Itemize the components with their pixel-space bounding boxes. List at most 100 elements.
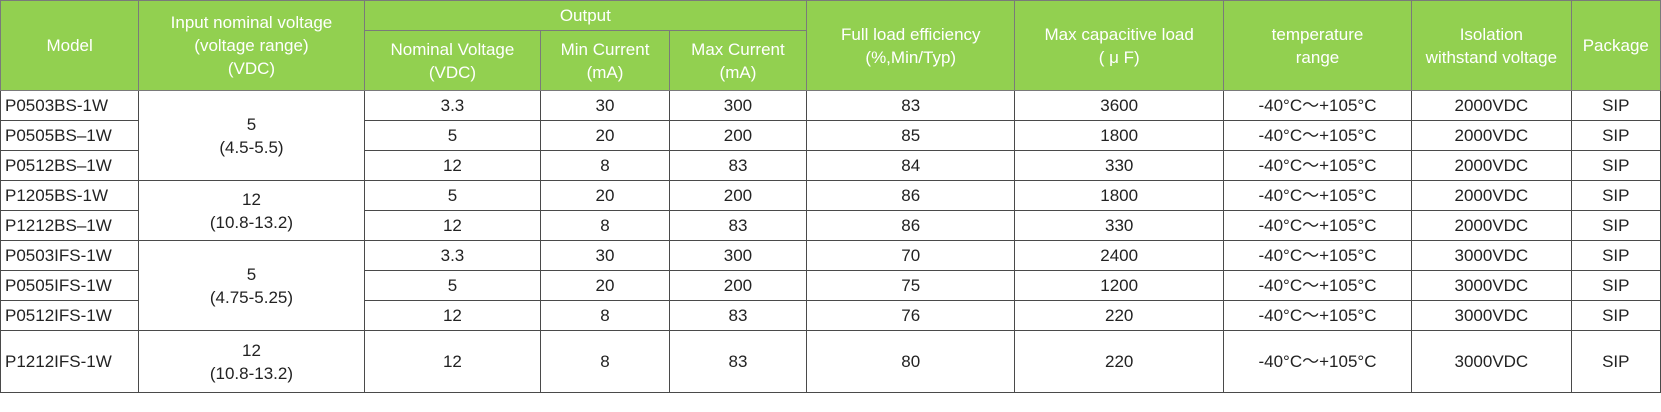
cell-efficiency: 83 <box>806 90 1016 121</box>
cell-nominal-voltage: 12 <box>363 210 542 241</box>
cell-isolation: 3000VDC <box>1411 300 1572 331</box>
cell-package: SIP <box>1570 150 1661 181</box>
cell-package: SIP <box>1570 180 1661 211</box>
cell-capacitive-load: 1800 <box>1014 180 1224 211</box>
header-nominal-line-2: (VDC) <box>428 62 477 82</box>
input-range: (4.5-5.5) <box>219 137 284 157</box>
input-nominal: 12 <box>241 189 261 209</box>
header-efficiency: Full load efficiency (%,Min/Typ) <box>806 0 1016 91</box>
cell-efficiency: 70 <box>806 240 1016 271</box>
cell-package: SIP <box>1570 210 1661 241</box>
input-nominal: 12 <box>241 340 261 360</box>
cell-package: SIP <box>1570 330 1661 393</box>
cell-nominal-voltage: 5 <box>363 270 542 301</box>
cell-efficiency: 84 <box>806 150 1016 181</box>
cell-input-voltage: 5 (4.75-5.25) <box>138 240 365 331</box>
cell-input-voltage: 12 (10.8-13.2) <box>138 330 365 393</box>
cell-nominal-voltage: 12 <box>363 300 542 331</box>
cell-package: SIP <box>1570 120 1661 151</box>
cell-isolation: 3000VDC <box>1411 240 1572 271</box>
cell-nominal-voltage: 3.3 <box>363 90 542 121</box>
cell-temperature: -40°C～+105°C <box>1222 270 1413 301</box>
cell-max-current: 83 <box>668 210 808 241</box>
cell-max-current: 83 <box>668 330 808 393</box>
header-output: Output <box>363 0 808 31</box>
table-row: P0505IFS-1W 5 20 200 75 1200 -40°C～+105°… <box>0 270 1661 301</box>
cell-temperature: -40°C～+105°C <box>1222 150 1413 181</box>
cell-model: P0503BS-1W <box>0 90 140 121</box>
cell-nominal-voltage: 5 <box>363 120 542 151</box>
cell-model: P0505BS–1W <box>0 120 140 151</box>
header-temperature-line-2: range <box>1295 47 1340 67</box>
header-temperature-line-1: temperature <box>1271 24 1364 44</box>
header-input-voltage: Input nominal voltage (voltage range) (V… <box>138 0 365 91</box>
cell-nominal-voltage: 12 <box>363 330 542 393</box>
header-max-current: Max Current (mA) <box>668 30 808 91</box>
cell-isolation: 2000VDC <box>1411 180 1572 211</box>
cell-temperature: -40°C～+105°C <box>1222 120 1413 151</box>
cell-efficiency: 80 <box>806 330 1016 393</box>
header-isolation-line-2: withstand voltage <box>1425 47 1558 67</box>
cell-isolation: 3000VDC <box>1411 330 1572 393</box>
cell-efficiency: 86 <box>806 180 1016 211</box>
cell-isolation: 2000VDC <box>1411 150 1572 181</box>
table-body: P0503BS-1W 5 (4.5-5.5) 3.3 30 300 83 360… <box>0 90 1661 393</box>
cell-capacitive-load: 2400 <box>1014 240 1224 271</box>
input-range: (10.8-13.2) <box>209 212 294 232</box>
table-row: P0512IFS-1W 12 8 83 76 220 -40°C～+105°C … <box>0 300 1661 331</box>
header-input-line-1: Input nominal voltage <box>170 13 333 32</box>
cell-nominal-voltage: 12 <box>363 150 542 181</box>
header-capacitive-line-1: Max capacitive load <box>1044 24 1194 44</box>
cell-capacitive-load: 1200 <box>1014 270 1224 301</box>
header-efficiency-line-1: Full load efficiency <box>840 24 981 44</box>
cell-min-current: 30 <box>540 240 670 271</box>
cell-package: SIP <box>1570 270 1661 301</box>
cell-efficiency: 86 <box>806 210 1016 241</box>
cell-model: P0505IFS-1W <box>0 270 140 301</box>
cell-model: P1205BS-1W <box>0 180 140 211</box>
header-max-current-line-2: (mA) <box>719 62 757 82</box>
header-capacitive-load: Max capacitive load ( μ F) <box>1014 0 1224 91</box>
cell-model: P0512IFS-1W <box>0 300 140 331</box>
header-model: Model <box>0 0 140 91</box>
header-nominal-line-1: Nominal Voltage <box>390 39 515 59</box>
cell-temperature: -40°C～+105°C <box>1222 90 1413 121</box>
input-range: (10.8-13.2) <box>209 363 294 383</box>
cell-package: SIP <box>1570 300 1661 331</box>
cell-input-voltage: 5 (4.5-5.5) <box>138 90 365 181</box>
cell-package: SIP <box>1570 90 1661 121</box>
cell-capacitive-load: 330 <box>1014 150 1224 181</box>
header-temperature: temperature range <box>1222 0 1413 91</box>
cell-min-current: 8 <box>540 330 670 393</box>
table-row: P1212IFS-1W 12 (10.8-13.2) 12 8 83 80 22… <box>0 330 1661 393</box>
table-row: P0512BS–1W 12 8 83 84 330 -40°C～+105°C 2… <box>0 150 1661 181</box>
cell-model: P0512BS–1W <box>0 150 140 181</box>
table-row: P0505BS–1W 5 20 200 85 1800 -40°C～+105°C… <box>0 120 1661 151</box>
cell-max-current: 83 <box>668 150 808 181</box>
cell-min-current: 20 <box>540 120 670 151</box>
cell-efficiency: 76 <box>806 300 1016 331</box>
table-header: Model Input nominal voltage (voltage ran… <box>0 0 1661 91</box>
cell-isolation: 2000VDC <box>1411 210 1572 241</box>
input-nominal: 5 <box>246 114 257 134</box>
cell-capacitive-load: 3600 <box>1014 90 1224 121</box>
cell-nominal-voltage: 5 <box>363 180 542 211</box>
header-capacitive-line-2: ( μ F) <box>1098 47 1140 67</box>
cell-isolation: 2000VDC <box>1411 90 1572 121</box>
cell-package: SIP <box>1570 240 1661 271</box>
cell-min-current: 8 <box>540 150 670 181</box>
cell-min-current: 30 <box>540 90 670 121</box>
cell-min-current: 20 <box>540 270 670 301</box>
cell-min-current: 8 <box>540 300 670 331</box>
input-nominal: 5 <box>246 264 257 284</box>
spec-table: Model Input nominal voltage (voltage ran… <box>0 0 1661 393</box>
table-row: P1205BS-1W 12 (10.8-13.2) 5 20 200 86 18… <box>0 180 1661 241</box>
cell-temperature: -40°C～+105°C <box>1222 300 1413 331</box>
cell-model: P0503IFS-1W <box>0 240 140 271</box>
header-isolation-line-1: Isolation <box>1459 24 1524 44</box>
header-min-current: Min Current (mA) <box>540 30 670 91</box>
cell-nominal-voltage: 3.3 <box>363 240 542 271</box>
cell-model: P1212IFS-1W <box>0 330 140 393</box>
header-input-line-2: (voltage range) <box>194 36 309 55</box>
header-min-current-line-1: Min Current <box>560 39 650 59</box>
